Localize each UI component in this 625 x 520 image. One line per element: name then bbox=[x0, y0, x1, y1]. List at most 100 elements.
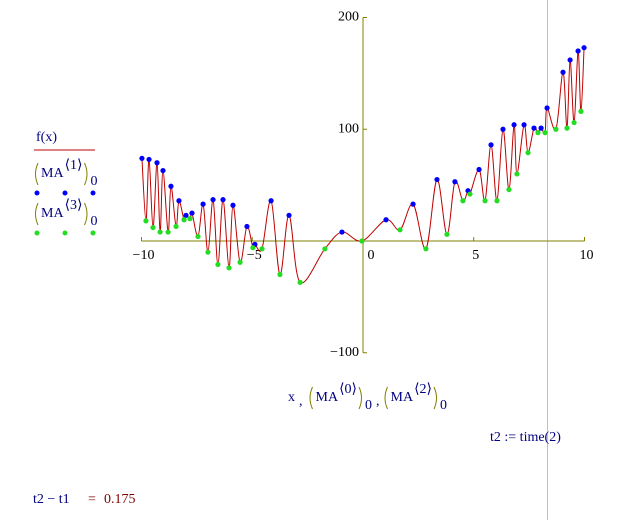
data-point bbox=[143, 218, 149, 224]
data-point bbox=[226, 265, 232, 271]
term-subscript: 0 bbox=[91, 174, 98, 189]
data-point bbox=[259, 246, 265, 252]
data-point bbox=[220, 197, 226, 203]
x-tick-label: 5 bbox=[472, 248, 479, 263]
data-point bbox=[434, 176, 440, 183]
data-point bbox=[525, 150, 531, 156]
legend-marker bbox=[90, 190, 96, 196]
legend-marker bbox=[90, 230, 96, 236]
data-point bbox=[531, 125, 537, 131]
data-point bbox=[359, 238, 365, 244]
x-tick-label: 0 bbox=[368, 248, 375, 263]
result-op: = bbox=[88, 492, 96, 507]
data-point bbox=[150, 224, 156, 231]
term-subscript: 0 bbox=[91, 214, 98, 229]
data-point bbox=[542, 130, 548, 136]
data-point bbox=[488, 142, 494, 148]
x-label-separator: , bbox=[376, 394, 380, 409]
data-point bbox=[277, 271, 283, 278]
x-label-separator: , bbox=[299, 394, 303, 409]
data-point bbox=[168, 183, 174, 189]
data-point bbox=[553, 126, 559, 132]
y-tick-label: 200 bbox=[338, 10, 359, 25]
left-paren bbox=[384, 386, 388, 410]
legend-marker bbox=[62, 230, 68, 236]
data-point bbox=[205, 249, 211, 255]
data-point bbox=[183, 212, 189, 218]
data-point bbox=[423, 246, 429, 252]
data-point bbox=[538, 125, 544, 131]
data-point bbox=[444, 231, 450, 237]
data-point bbox=[244, 223, 250, 230]
data-point bbox=[511, 122, 517, 128]
data-point bbox=[575, 48, 581, 54]
y-tick-label: 100 bbox=[338, 121, 359, 136]
right-paren bbox=[84, 162, 88, 186]
data-point bbox=[460, 198, 466, 204]
x-tick-label: −10 bbox=[133, 248, 155, 263]
term-name: MA bbox=[391, 390, 414, 405]
data-point bbox=[535, 130, 541, 136]
legend-label: f(x) bbox=[36, 130, 57, 145]
data-point bbox=[210, 197, 216, 203]
data-point bbox=[157, 229, 163, 235]
right-paren bbox=[84, 202, 88, 226]
data-point bbox=[514, 171, 520, 177]
right-paren bbox=[358, 386, 362, 410]
assignment: t2 := time(2) bbox=[490, 430, 561, 445]
data-point bbox=[237, 259, 243, 265]
term-superscript: ⟨3⟩ bbox=[65, 198, 83, 213]
term-subscript: 0 bbox=[365, 398, 372, 413]
legend-marker bbox=[62, 190, 68, 196]
data-point bbox=[181, 217, 187, 223]
data-point bbox=[165, 229, 171, 235]
term-subscript: 0 bbox=[440, 398, 447, 413]
data-point bbox=[187, 216, 193, 222]
data-point bbox=[189, 210, 195, 216]
data-point bbox=[560, 69, 566, 75]
term-superscript: ⟨2⟩ bbox=[414, 382, 432, 397]
data-point bbox=[571, 119, 577, 126]
data-point bbox=[339, 229, 345, 235]
left-paren bbox=[35, 162, 39, 186]
y-tick-label: −100 bbox=[330, 345, 359, 360]
data-point bbox=[482, 198, 488, 204]
data-point bbox=[410, 201, 416, 207]
data-point bbox=[268, 198, 274, 204]
data-point bbox=[383, 217, 389, 223]
data-point bbox=[146, 156, 152, 163]
result-lhs: t2 − t1 bbox=[33, 492, 70, 507]
data-point bbox=[578, 108, 584, 114]
legend-marker bbox=[34, 230, 40, 236]
data-point bbox=[322, 246, 328, 252]
data-point bbox=[397, 227, 403, 233]
term-name: MA bbox=[41, 206, 64, 221]
data-point bbox=[500, 126, 506, 132]
data-point bbox=[173, 223, 179, 230]
term-name: MA bbox=[41, 166, 64, 181]
term-superscript: ⟨0⟩ bbox=[339, 382, 357, 397]
term-name: MA bbox=[316, 390, 339, 405]
data-point bbox=[154, 160, 160, 166]
data-point bbox=[286, 212, 292, 218]
x-tick-label: −5 bbox=[247, 248, 262, 263]
x-label-var: x bbox=[288, 390, 295, 405]
data-point bbox=[564, 125, 570, 131]
left-paren bbox=[35, 202, 39, 226]
x-tick-label: 10 bbox=[580, 248, 594, 263]
data-point bbox=[160, 167, 166, 174]
data-point bbox=[476, 166, 482, 173]
data-point bbox=[139, 155, 145, 161]
data-point bbox=[506, 186, 512, 193]
data-point bbox=[581, 45, 587, 51]
data-point bbox=[297, 279, 303, 285]
data-point bbox=[215, 261, 221, 268]
data-point bbox=[494, 198, 500, 204]
data-point bbox=[250, 245, 256, 251]
data-point bbox=[230, 202, 236, 208]
data-point bbox=[176, 198, 182, 204]
legend-marker bbox=[34, 190, 40, 196]
left-paren bbox=[309, 386, 313, 410]
